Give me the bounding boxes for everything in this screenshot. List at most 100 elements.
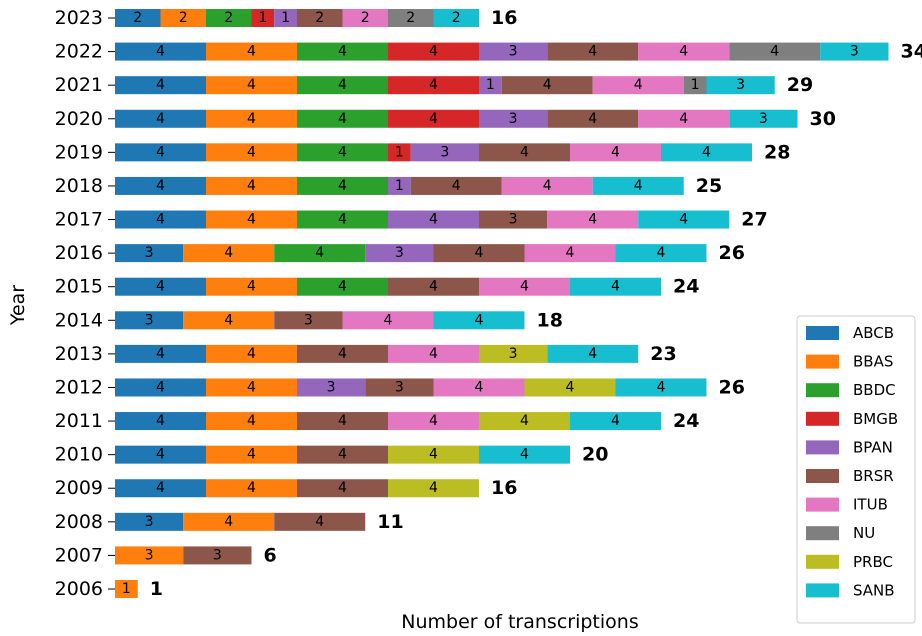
legend-label: BRSR	[853, 467, 894, 485]
y-tick-label: 2015	[55, 276, 103, 298]
bar-segment	[183, 244, 275, 263]
y-tick-label: 2023	[55, 7, 103, 29]
segment-label: 4	[315, 514, 324, 530]
total-label: 26	[719, 242, 745, 264]
y-tick-label: 2020	[55, 108, 103, 130]
bar-segment	[183, 546, 252, 565]
bar-segment	[524, 378, 616, 397]
bar-segment	[479, 344, 548, 363]
bar-segment	[638, 210, 730, 229]
bar-segment	[297, 378, 366, 397]
segment-label: 4	[156, 413, 165, 429]
bar-segment	[388, 76, 479, 95]
segment-label: 4	[543, 178, 552, 194]
total-label: 18	[537, 309, 563, 331]
total-label: 24	[673, 276, 699, 298]
total-label: 34	[901, 41, 922, 63]
segment-label: 3	[509, 346, 518, 362]
segment-label: 4	[520, 413, 529, 429]
segment-label: 4	[224, 312, 233, 328]
bar-segment	[297, 210, 388, 229]
y-tick-label: 2013	[55, 343, 103, 365]
legend-label: BBAS	[853, 353, 893, 371]
segment-label: 1	[486, 77, 495, 93]
segment-label: 4	[338, 480, 347, 496]
bar-segment	[501, 76, 593, 95]
bar-segment	[729, 42, 821, 61]
segment-label: 4	[588, 111, 597, 127]
segment-label: 4	[247, 447, 256, 463]
y-tick-label: 2014	[55, 309, 103, 331]
bar-segment	[115, 378, 206, 397]
segment-label: 2	[224, 10, 233, 26]
segment-label: 4	[247, 346, 256, 362]
bar-segment	[388, 143, 411, 162]
total-label: 20	[582, 444, 608, 466]
legend-swatch	[806, 440, 839, 455]
segment-label: 1	[395, 178, 404, 194]
bar-segment	[183, 512, 275, 531]
bar-segment	[433, 311, 525, 330]
segment-label: 4	[520, 279, 529, 295]
bar-segment	[820, 42, 889, 61]
legend-label: NU	[853, 524, 875, 542]
segment-label: 4	[156, 212, 165, 228]
legend-label: BBDC	[853, 381, 896, 399]
segment-label: 4	[156, 111, 165, 127]
bar-segment	[115, 512, 184, 531]
segment-label: 4	[429, 77, 438, 93]
bar-segment	[206, 176, 297, 195]
bar-segment	[274, 311, 343, 330]
bar-segment	[683, 76, 707, 95]
bar-segment	[661, 143, 752, 162]
segment-label: 4	[247, 212, 256, 228]
segment-label: 2	[361, 10, 370, 26]
segment-label: 4	[657, 379, 666, 395]
segment-label: 4	[247, 144, 256, 160]
bar-segment	[297, 176, 388, 195]
bar-segment	[706, 76, 775, 95]
legend-swatch	[806, 383, 839, 398]
bar-segment	[251, 9, 275, 27]
segment-label: 4	[429, 447, 438, 463]
bar-segment	[206, 378, 297, 397]
segment-label: 4	[520, 447, 529, 463]
total-label: 16	[491, 477, 517, 499]
bar-segment	[388, 42, 479, 61]
bar-segment	[433, 378, 525, 397]
bar-segment	[297, 9, 343, 27]
segment-label: 4	[156, 178, 165, 194]
bar-segment	[297, 109, 388, 128]
segment-label: 4	[611, 144, 620, 160]
bar-segment	[570, 412, 661, 431]
bar-segment	[388, 210, 479, 229]
y-tick-label: 2018	[55, 175, 103, 197]
segment-label: 4	[247, 44, 256, 60]
segment-label: 1	[691, 77, 700, 93]
bar-segment	[115, 76, 206, 95]
segment-label: 4	[156, 379, 165, 395]
segment-label: 4	[224, 245, 233, 261]
segment-label: 3	[304, 312, 313, 328]
segment-label: 4	[338, 279, 347, 295]
segment-label: 4	[338, 111, 347, 127]
bar-segment	[274, 9, 297, 27]
bar-segment	[592, 76, 684, 95]
y-tick-label: 2006	[55, 578, 103, 600]
legend-label: BMGB	[853, 410, 898, 428]
bar-segment	[274, 244, 366, 263]
bar-segment	[388, 412, 479, 431]
segment-label: 4	[156, 346, 165, 362]
bar-segment	[547, 42, 639, 61]
segment-label: 4	[452, 178, 461, 194]
segment-label: 2	[406, 10, 415, 26]
bar-segment	[615, 378, 707, 397]
total-label: 11	[377, 511, 403, 533]
segment-label: 4	[588, 212, 597, 228]
segment-label: 1	[122, 581, 131, 597]
bar-segment	[388, 176, 411, 195]
bar-segment	[388, 479, 479, 498]
bar-segment	[479, 412, 570, 431]
segment-label: 3	[327, 379, 336, 395]
